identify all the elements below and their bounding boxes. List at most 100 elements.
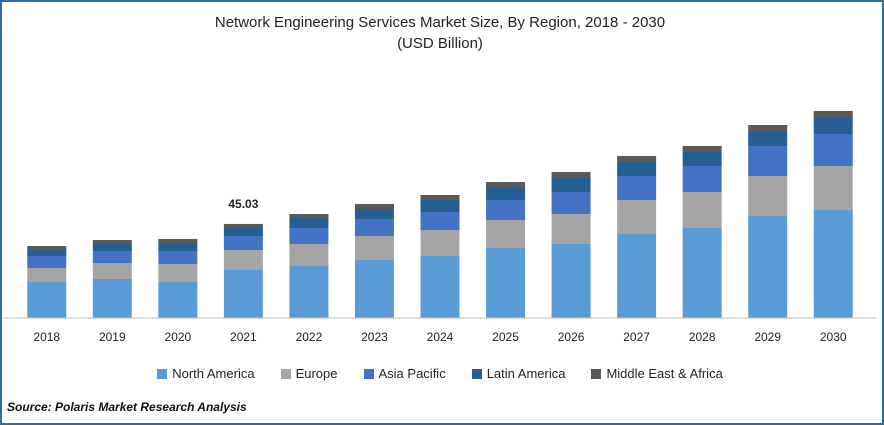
bar-segment-middle-east-africa-2018 [27,246,67,250]
legend-item: Europe [280,366,338,381]
bar-segment-latin-america-2027 [617,162,657,176]
x-tick-label: 2027 [623,330,650,344]
bar-segment-middle-east-africa-2028 [682,146,722,152]
x-tick-label: 2019 [99,330,126,344]
legend: North America Europe Asia Pacific Latin Ame… [0,366,880,381]
legend-label: Asia Pacific [378,366,446,381]
legend-label: North America [172,366,255,381]
bar-segment-middle-east-africa-2023 [354,204,394,209]
chart-title: Network Engineering Services Market Size… [214,14,666,31]
x-tick-label: 2025 [492,330,519,344]
bar-segment-europe-2023 [354,236,394,260]
bar-segment-europe-2025 [486,220,526,248]
bar-segment-north-america-2024 [420,256,460,318]
bar-segment-latin-america-2021 [223,228,263,236]
legend-swatch [280,368,291,379]
bar-segment-north-america-2025 [486,248,526,318]
bar-segment-europe-2030 [813,166,853,210]
bar-segment-north-america-2020 [158,282,198,318]
bar-segment-asia-pacific-2030 [813,134,853,166]
annotations: 45.03 [228,197,258,211]
bar-segment-middle-east-africa-2030 [813,111,853,118]
bar-segment-asia-pacific-2021 [223,236,263,250]
bar-segment-asia-pacific-2024 [420,212,460,230]
data-label-total: 45.03 [228,197,258,211]
bar-segment-latin-america-2024 [420,200,460,212]
bar-segment-europe-2028 [682,192,722,228]
bar-segment-middle-east-africa-2024 [420,195,460,200]
bar-segment-north-america-2021 [223,270,263,318]
bar-segment-asia-pacific-2018 [27,256,67,268]
bar-segment-latin-america-2020 [158,244,198,251]
bar-segment-north-america-2030 [813,210,853,318]
bar-segment-middle-east-africa-2019 [92,240,132,244]
bar-segment-latin-america-2019 [92,244,132,251]
bar-segment-north-america-2022 [289,266,329,318]
legend-label: Latin America [486,366,566,381]
bar-segment-europe-2019 [92,263,132,279]
bar-segment-north-america-2029 [748,216,788,318]
bar-segment-middle-east-africa-2025 [486,182,526,188]
bar-segment-north-america-2027 [617,234,657,318]
bar-group [27,111,853,318]
bar-segment-middle-east-africa-2020 [158,239,198,244]
bar-segment-europe-2020 [158,264,198,282]
bar-segment-asia-pacific-2025 [486,200,526,220]
legend-item: Middle East & Africa [591,366,723,381]
bar-segment-asia-pacific-2019 [92,251,132,263]
bar-segment-europe-2021 [223,250,263,270]
bar-segment-europe-2029 [748,176,788,216]
legend-swatch [157,368,168,379]
bar-segment-latin-america-2028 [682,152,722,166]
legend-label: Europe [295,366,338,381]
bar-segment-asia-pacific-2029 [748,146,788,176]
x-tick-label: 2030 [820,330,847,344]
x-tick-label: 2026 [558,330,585,344]
x-tick-label: 2023 [361,330,388,344]
bar-segment-latin-america-2026 [551,178,591,192]
bar-segment-middle-east-africa-2021 [223,223,263,228]
bar-segment-asia-pacific-2022 [289,228,329,244]
legend-item: North America [157,366,255,381]
x-tick-label: 2021 [230,330,257,344]
bar-segment-north-america-2028 [682,228,722,318]
legend-item: Asia Pacific [363,366,446,381]
x-tick-label: 2028 [689,330,716,344]
x-tick-labels: 2018 2019 2020 2021 2022 2023 2024 2025 2026 2027… [33,330,846,344]
bar-segment-europe-2022 [289,244,329,266]
bar-segment-middle-east-africa-2027 [617,156,657,162]
bar-segment-asia-pacific-2027 [617,176,657,200]
bar-segment-north-america-2026 [551,244,591,318]
bar-segment-north-america-2018 [27,282,67,318]
legend-swatch [471,368,482,379]
chart-title-block: Network Engineering Services Market Size… [0,12,880,54]
bar-segment-north-america-2023 [354,260,394,318]
legend-swatch [363,368,374,379]
bar-segment-europe-2024 [420,230,460,256]
x-tick-label: 2018 [33,330,60,344]
bar-segment-latin-america-2029 [748,132,788,146]
legend-label: Middle East & Africa [606,366,723,381]
bar-segment-asia-pacific-2020 [158,251,198,264]
bar-segment-middle-east-africa-2022 [289,214,329,218]
bar-segment-north-america-2019 [92,279,132,318]
x-tick-label: 2029 [754,330,781,344]
x-tick-label: 2024 [427,330,454,344]
bar-segment-latin-america-2022 [289,218,329,228]
legend-item: Latin America [471,366,566,381]
bar-segment-asia-pacific-2026 [551,192,591,214]
bar-segment-latin-america-2025 [486,188,526,200]
bar-segment-asia-pacific-2028 [682,166,722,192]
chart-subtitle: (USD Billion) [397,35,483,52]
source-note: Source: Polaris Market Research Analysis [7,400,247,414]
x-tick-label: 2022 [296,330,323,344]
bar-segment-asia-pacific-2023 [354,219,394,236]
bar-segment-europe-2026 [551,214,591,244]
bar-segment-europe-2018 [27,268,67,282]
bar-segment-europe-2027 [617,200,657,234]
bar-segment-middle-east-africa-2026 [551,172,591,178]
x-tick-label: 2020 [164,330,191,344]
bar-segment-latin-america-2023 [354,209,394,219]
bar-segment-latin-america-2030 [813,118,853,134]
